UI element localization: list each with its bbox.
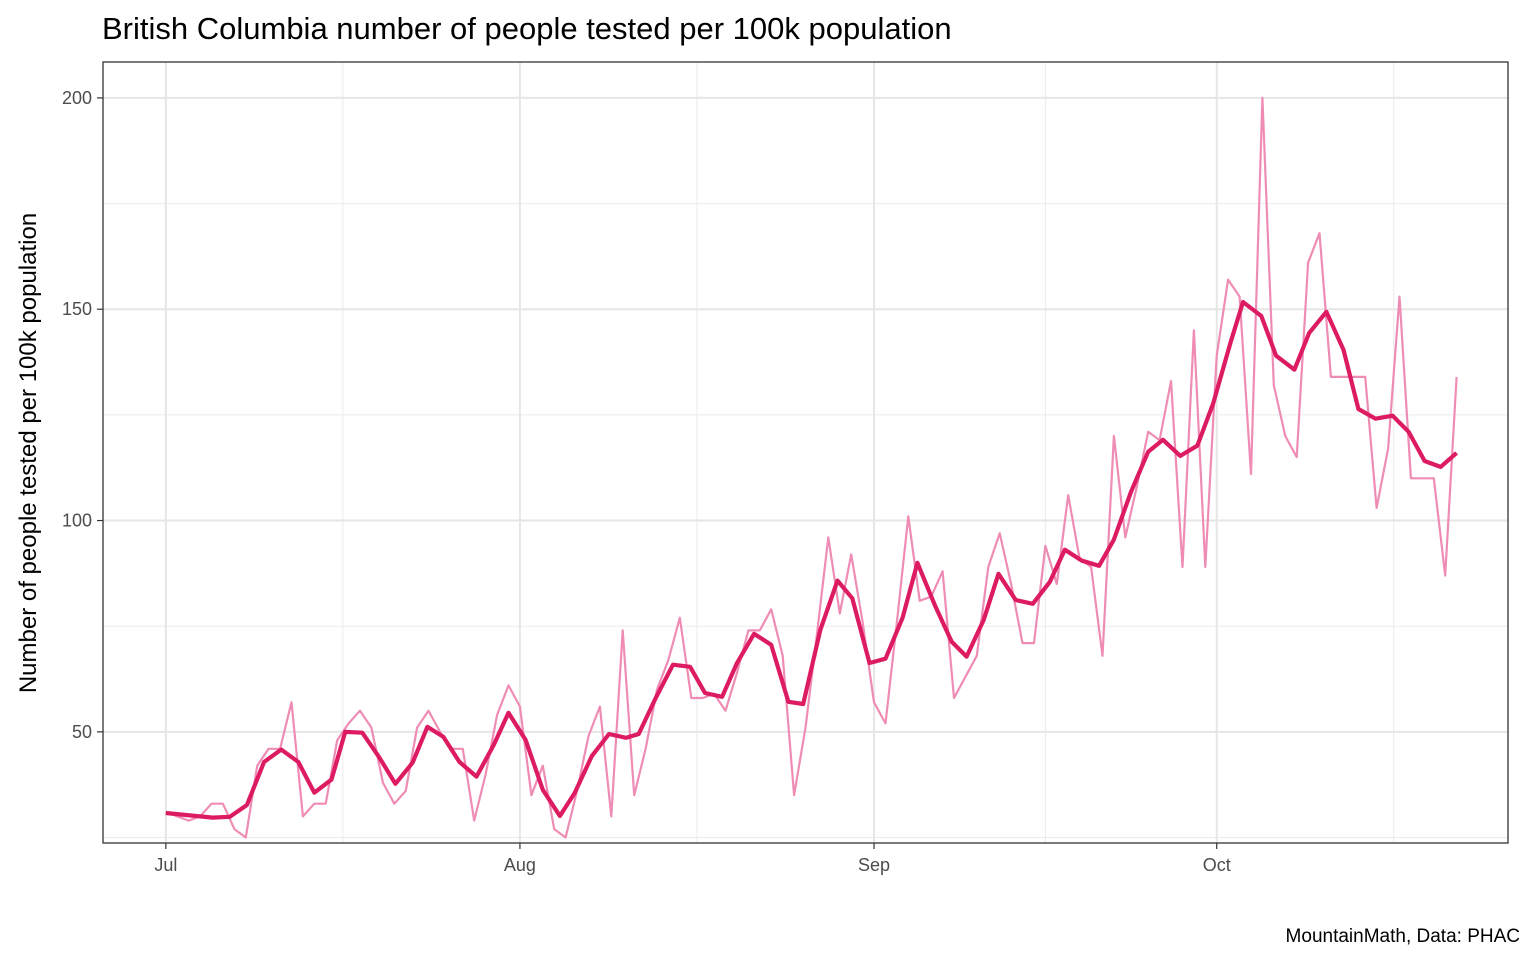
y-tick-label: 150 [62,299,92,319]
y-tick-label: 50 [72,722,92,742]
panel-border [102,61,1509,844]
caption: MountainMath, Data: PHAC [1286,926,1520,947]
y-tick-label: 100 [62,511,92,531]
data-line [165,299,1458,820]
x-tick-label: Aug [504,855,536,875]
x-tick-label: Sep [858,855,890,875]
x-tick-label: Jul [154,855,177,875]
chart-title: British Columbia number of people tested… [102,11,952,46]
data-line [165,96,1458,839]
y-tick-label: 200 [62,88,92,108]
y-axis-label: Number of people tested per 100k populat… [15,213,42,693]
x-tick-label: Oct [1203,855,1231,875]
